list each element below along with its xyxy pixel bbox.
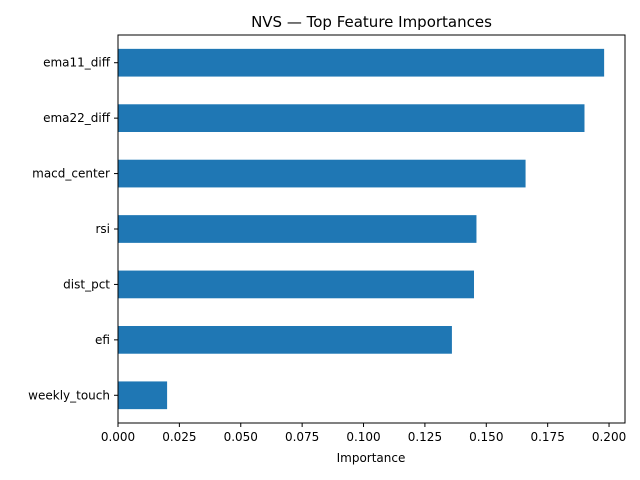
x-tick-label: 0.200 xyxy=(592,430,626,444)
y-tick-label: weekly_touch xyxy=(28,388,110,402)
bar-ema22_diff xyxy=(118,104,585,132)
x-tick-label: 0.100 xyxy=(346,430,380,444)
x-tick-label: 0.050 xyxy=(224,430,258,444)
y-tick-label: ema22_diff xyxy=(43,111,111,125)
y-tick-label: efi xyxy=(95,333,110,347)
x-axis-label: Importance xyxy=(337,451,406,465)
bar-ema11_diff xyxy=(118,48,605,77)
x-tick-label: 0.175 xyxy=(530,430,564,444)
x-tick-label: 0.075 xyxy=(285,430,319,444)
bar-dist_pct xyxy=(118,270,475,299)
x-tick-label: 0.150 xyxy=(469,430,503,444)
bar-efi xyxy=(118,326,452,354)
bar-weekly_touch xyxy=(118,381,168,410)
bar-macd_center xyxy=(118,159,526,188)
y-tick-label: ema11_diff xyxy=(43,56,111,70)
bar-rsi xyxy=(118,215,477,243)
y-tick-label: macd_center xyxy=(32,167,110,181)
y-tick-label: rsi xyxy=(95,222,110,236)
x-tick-label: 0.125 xyxy=(408,430,442,444)
x-tick-label: 0.000 xyxy=(101,430,135,444)
bars-layer xyxy=(118,48,605,410)
chart-title: NVS — Top Feature Importances xyxy=(251,13,492,31)
x-tick-label: 0.025 xyxy=(162,430,196,444)
y-tick-label: dist_pct xyxy=(63,277,110,291)
axes-frame xyxy=(117,34,626,424)
